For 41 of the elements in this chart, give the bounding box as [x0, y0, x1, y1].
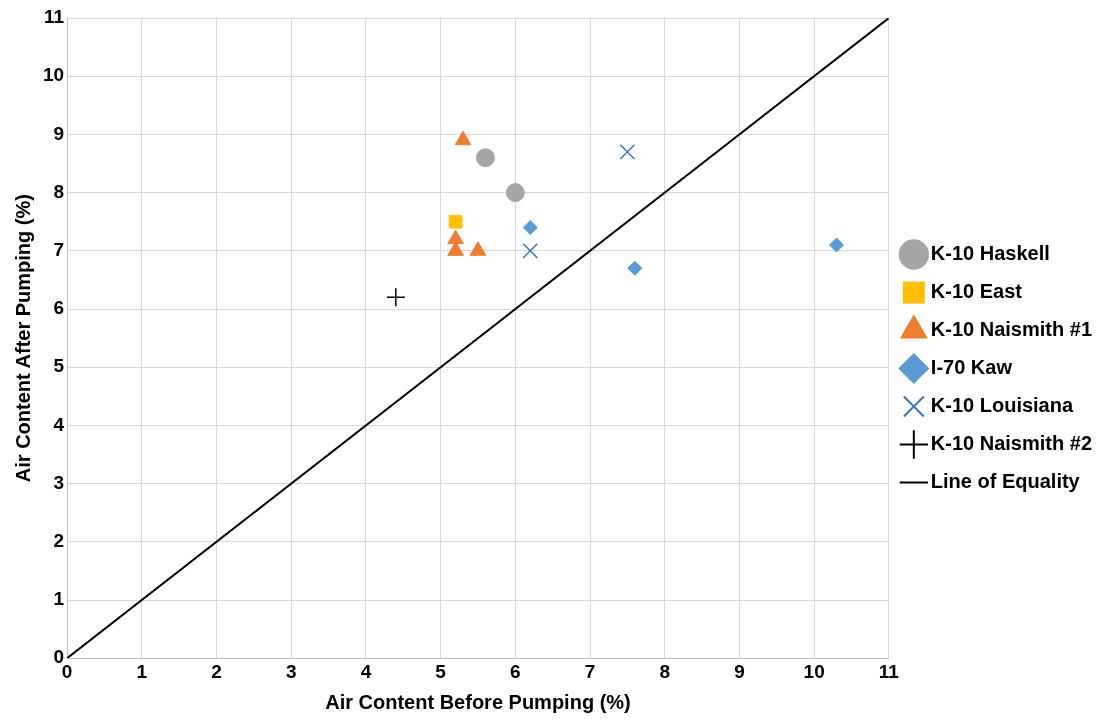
y-tick-label: 5	[53, 355, 65, 377]
x-tick-label: 11	[878, 660, 900, 682]
y-tick-label: 4	[53, 413, 65, 435]
x-axis-title: Air Content Before Pumping (%)	[325, 690, 631, 713]
y-tick-label: 10	[42, 64, 65, 86]
x-tick-label: 2	[211, 660, 222, 682]
point	[448, 214, 463, 229]
y-tick-label: 1	[53, 588, 65, 610]
y-tick-label: 2	[53, 530, 65, 552]
point	[447, 229, 464, 245]
point	[829, 237, 845, 253]
legend-label: I-70 Kaw	[930, 356, 1013, 379]
y-tick-label: 11	[44, 6, 65, 28]
point	[522, 220, 538, 236]
point	[386, 287, 406, 308]
x-tick-label: 5	[435, 660, 447, 682]
y-tick-label: 8	[53, 180, 65, 202]
legend-label: K-10 Naismith #1	[930, 318, 1092, 341]
y-tick-label: 9	[53, 122, 65, 144]
point	[627, 260, 643, 276]
point	[522, 242, 539, 259]
legend-label: K-10 Haskell	[930, 242, 1050, 265]
legend-label: K-10 Naismith #2	[930, 432, 1092, 455]
y-tick-label: 3	[53, 471, 65, 493]
x-tick-label: 7	[584, 660, 596, 682]
x-tick-label: 6	[510, 660, 521, 682]
point	[475, 148, 495, 168]
point	[505, 183, 525, 203]
x-tick-label: 8	[659, 660, 671, 682]
x-tick-label: 10	[803, 660, 825, 682]
x-tick-label: 3	[285, 660, 297, 682]
x-tick-label: 4	[360, 660, 372, 682]
y-tick-label: 7	[53, 239, 65, 261]
x-tick-label: 9	[734, 660, 745, 682]
legend-label: Line of Equality	[930, 470, 1081, 493]
y-tick-label: 6	[53, 297, 65, 319]
legend-label: K-10 Louisiana	[930, 394, 1074, 417]
y-axis-title: Air Content After Pumping (%)	[11, 194, 34, 483]
legend-label: K-10 East	[930, 280, 1023, 303]
x-tick-label: 1	[136, 660, 148, 682]
point	[619, 144, 636, 160]
